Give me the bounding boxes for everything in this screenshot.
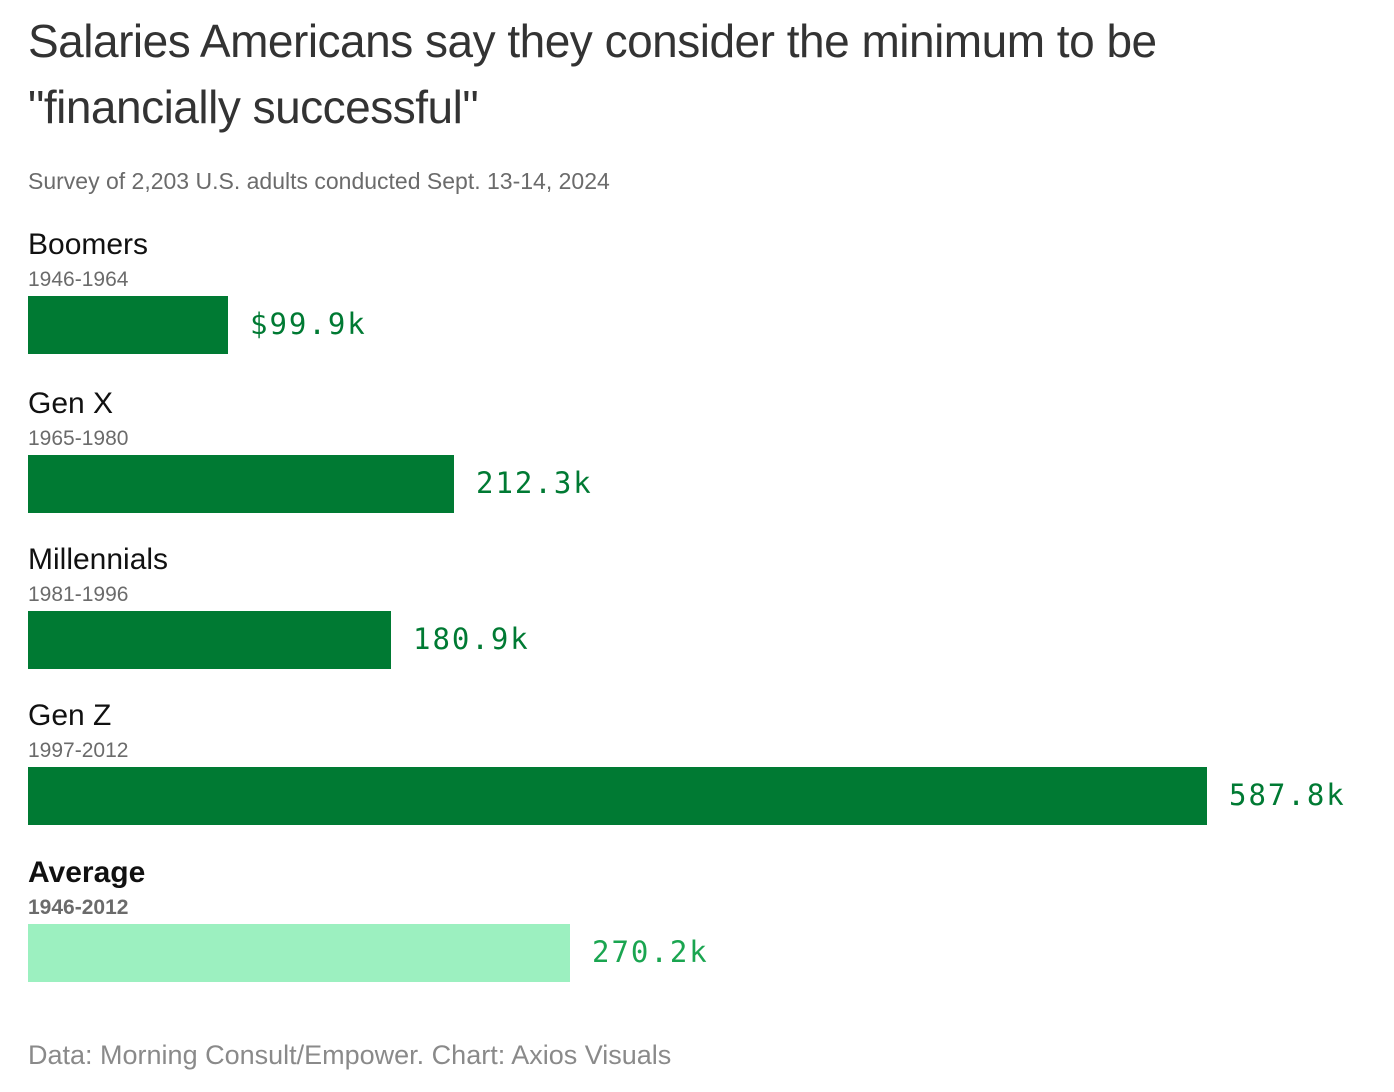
- value-label: 587.8k: [1229, 778, 1346, 812]
- category-label: Boomers: [28, 228, 149, 261]
- chart-subtitle: Survey of 2,203 U.S. adults conducted Se…: [28, 168, 610, 194]
- bar: [28, 455, 454, 513]
- category-years: 1981-1996: [28, 583, 129, 606]
- category-label: Gen X: [28, 387, 114, 420]
- bar-group-average: Average 1946-2012 270.2k: [28, 856, 1368, 1012]
- bar: [28, 767, 1207, 825]
- category-years: 1946-2012: [28, 896, 129, 919]
- category-years: 1946-1964: [28, 268, 129, 291]
- value-label: 270.2k: [592, 935, 709, 969]
- category-label: Millennials: [28, 543, 169, 576]
- bar-group-gen-x: Gen X 1965-1980 212.3k: [28, 387, 1368, 543]
- value-label: 212.3k: [476, 466, 593, 500]
- bar-group-gen-z: Gen Z 1997-2012 587.8k: [28, 699, 1368, 855]
- bar: [28, 924, 570, 982]
- category-years: 1965-1980: [28, 427, 129, 450]
- value-label: $99.9k: [250, 307, 367, 341]
- bar: [28, 611, 391, 669]
- bar: [28, 296, 228, 354]
- chart-source-footer: Data: Morning Consult/Empower. Chart: Ax…: [28, 1040, 672, 1070]
- value-label: 180.9k: [413, 622, 530, 656]
- bar-group-millennials: Millennials 1981-1996 180.9k: [28, 543, 1368, 699]
- chart-title: Salaries Americans say they consider the…: [28, 15, 1157, 133]
- bar-group-boomers: Boomers 1946-1964 $99.9k: [28, 228, 1368, 384]
- category-years: 1997-2012: [28, 739, 129, 762]
- category-label: Gen Z: [28, 699, 112, 732]
- category-label: Average: [28, 856, 146, 889]
